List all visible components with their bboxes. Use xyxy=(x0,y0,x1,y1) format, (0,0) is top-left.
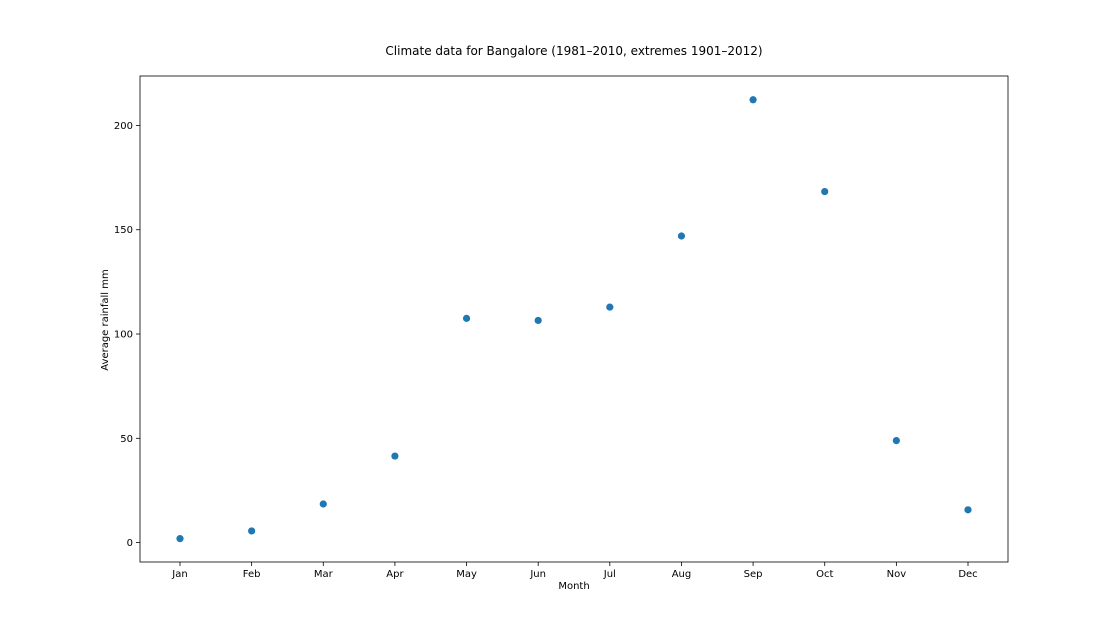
data-point-sep xyxy=(749,96,757,104)
x-tick-label: Jul xyxy=(603,569,616,580)
data-point-jan xyxy=(176,535,184,543)
x-tick-label: Dec xyxy=(958,569,977,580)
y-tick-label: 200 xyxy=(114,121,133,132)
data-point-may xyxy=(462,314,471,322)
chart-title: Climate data for Bangalore (1981–2010, e… xyxy=(385,44,762,58)
x-tick-label: Sep xyxy=(744,569,763,580)
y-tick-label: 150 xyxy=(114,225,133,236)
x-tick-label: Jan xyxy=(171,569,187,580)
data-point-jul xyxy=(606,303,614,311)
x-tick-label: Nov xyxy=(887,569,907,580)
x-tick-label: Jun xyxy=(529,569,546,580)
x-axis-title: Month xyxy=(558,581,589,592)
y-axis: 0 50 100 150 200 xyxy=(114,121,140,549)
data-point-nov xyxy=(892,437,900,445)
data-point-oct xyxy=(821,187,829,196)
plot-area-frame xyxy=(139,75,1009,563)
x-tick-label: Feb xyxy=(243,569,261,580)
y-tick-label: 0 xyxy=(127,538,133,549)
x-tick-label: Oct xyxy=(816,569,833,580)
data-point-feb xyxy=(248,527,256,535)
data-point-aug xyxy=(677,232,686,240)
data-point-apr xyxy=(391,452,399,460)
data-points xyxy=(176,96,972,543)
x-tick-label: Apr xyxy=(386,569,404,580)
x-tick-label: Aug xyxy=(672,569,692,580)
data-point-mar xyxy=(319,500,327,508)
y-tick-label: 50 xyxy=(120,434,133,445)
x-tick-label: Mar xyxy=(314,569,334,580)
x-axis: Jan Feb Mar Apr May Jun Jul Aug Sep Oct Nov Dec xyxy=(171,562,978,580)
y-tick-label: 100 xyxy=(114,330,133,341)
y-axis-title: Average rainfall mm xyxy=(100,269,111,370)
x-tick-label: May xyxy=(456,569,477,580)
data-point-jun xyxy=(534,316,542,325)
data-point-dec xyxy=(964,506,972,514)
